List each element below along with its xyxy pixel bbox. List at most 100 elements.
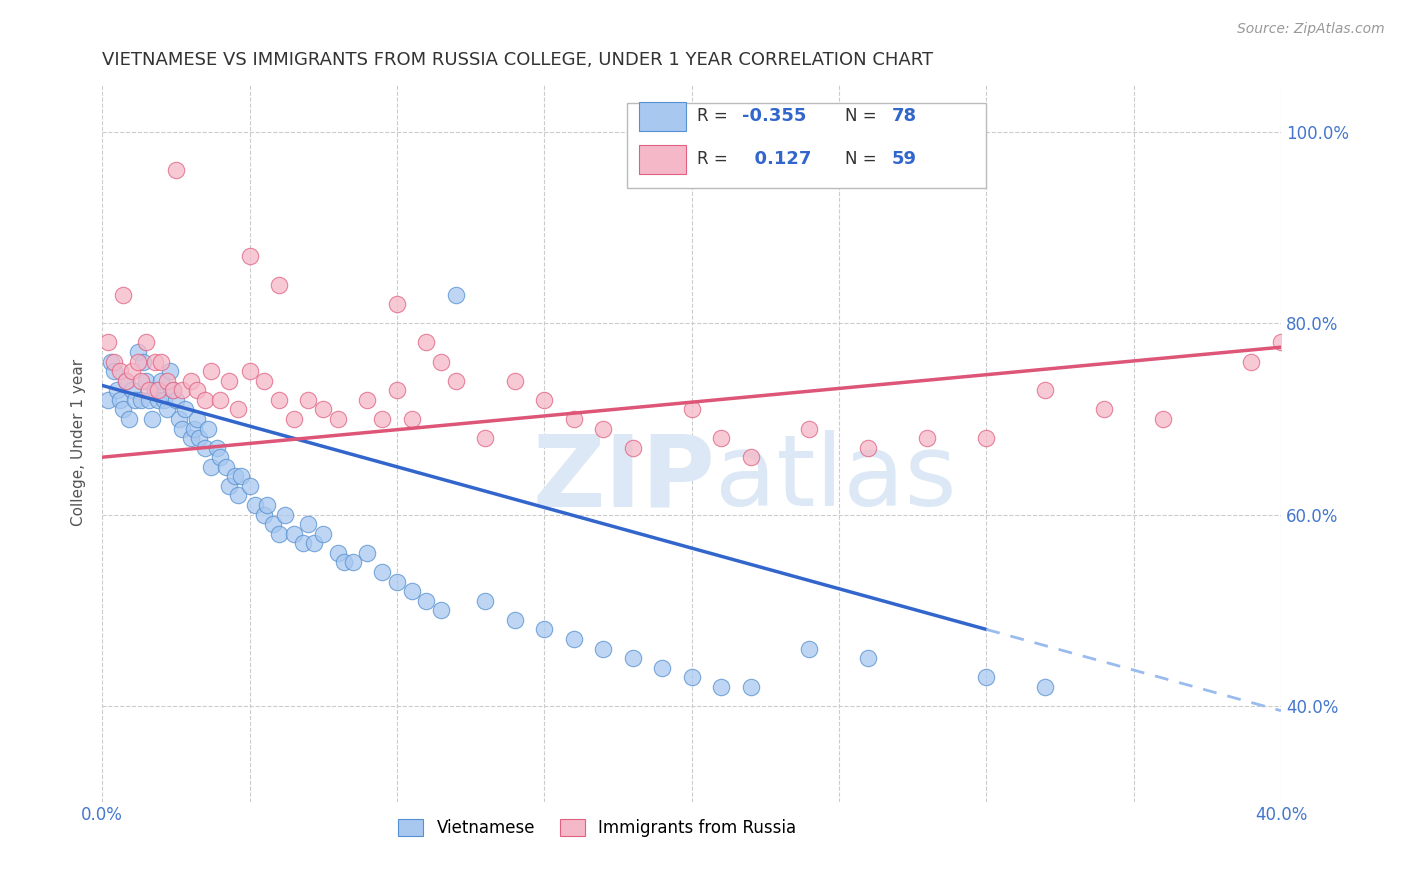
Point [1270, 335, 1292, 350]
Point [1240, 354, 1263, 368]
Point [333, 556, 356, 570]
Point [533, 623, 555, 637]
Point [283, 412, 305, 426]
Point [118, 412, 141, 426]
Text: N =: N = [845, 151, 882, 169]
Text: Source: ZipAtlas.com: Source: ZipAtlas.com [1237, 22, 1385, 37]
Point [256, 498, 278, 512]
Point [253, 508, 276, 522]
Point [267, 526, 290, 541]
Point [114, 374, 136, 388]
FancyBboxPatch shape [627, 103, 986, 188]
Point [129, 374, 152, 388]
Point [111, 287, 134, 301]
Point [304, 536, 326, 550]
Y-axis label: College, Under 1 year: College, Under 1 year [72, 359, 86, 526]
Point [356, 546, 378, 560]
Point [194, 441, 217, 455]
Point [162, 383, 184, 397]
Point [356, 392, 378, 407]
Point [245, 498, 267, 512]
Point [858, 651, 880, 665]
Text: 59: 59 [891, 151, 917, 169]
Point [127, 354, 149, 368]
Point [297, 517, 319, 532]
Point [474, 431, 496, 445]
Point [197, 421, 219, 435]
Text: atlas: atlas [716, 430, 957, 527]
Point [218, 374, 240, 388]
Point [148, 383, 170, 397]
Point [170, 421, 193, 435]
Point [917, 431, 939, 445]
Text: 78: 78 [891, 107, 917, 126]
Point [342, 556, 364, 570]
Point [430, 354, 453, 368]
Point [503, 374, 526, 388]
Point [291, 536, 314, 550]
Point [326, 546, 349, 560]
Text: R =: R = [697, 107, 734, 126]
FancyBboxPatch shape [638, 102, 686, 131]
Point [170, 383, 193, 397]
Point [430, 603, 453, 617]
Point [156, 374, 179, 388]
Point [238, 364, 260, 378]
Point [401, 412, 423, 426]
Point [1092, 402, 1115, 417]
Point [274, 508, 297, 522]
Point [262, 517, 284, 532]
Point [621, 651, 644, 665]
Point [238, 479, 260, 493]
Point [858, 441, 880, 455]
Point [592, 421, 614, 435]
Point [186, 412, 208, 426]
Text: R =: R = [697, 151, 734, 169]
Point [385, 574, 408, 589]
Point [135, 335, 157, 350]
Point [218, 479, 240, 493]
Point [127, 345, 149, 359]
Point [974, 670, 997, 684]
Point [267, 278, 290, 293]
Point [533, 392, 555, 407]
Point [1122, 890, 1144, 892]
Point [1033, 680, 1056, 694]
Point [444, 374, 467, 388]
Point [710, 680, 733, 694]
Point [124, 392, 146, 407]
Point [1033, 383, 1056, 397]
Point [371, 565, 394, 579]
Point [238, 249, 260, 263]
Point [253, 374, 276, 388]
Text: 0.127: 0.127 [742, 151, 811, 169]
Point [114, 374, 136, 388]
Point [205, 441, 228, 455]
Text: VIETNAMESE VS IMMIGRANTS FROM RUSSIA COLLEGE, UNDER 1 YEAR CORRELATION CHART: VIETNAMESE VS IMMIGRANTS FROM RUSSIA COL… [103, 51, 934, 69]
Point [129, 392, 152, 407]
Point [97, 392, 120, 407]
Point [385, 383, 408, 397]
Point [651, 660, 673, 674]
Point [312, 526, 335, 541]
Point [162, 383, 184, 397]
Point [415, 335, 437, 350]
Point [132, 354, 155, 368]
Point [121, 364, 143, 378]
Point [385, 297, 408, 311]
Point [165, 392, 187, 407]
Point [297, 392, 319, 407]
Point [503, 613, 526, 627]
Point [200, 459, 222, 474]
Point [215, 459, 238, 474]
Point [401, 584, 423, 599]
Point [188, 431, 211, 445]
Point [105, 383, 128, 397]
Point [229, 469, 252, 483]
Point [180, 431, 202, 445]
Point [97, 335, 120, 350]
Point [209, 450, 232, 465]
Text: ZIP: ZIP [533, 430, 716, 527]
FancyBboxPatch shape [638, 145, 686, 174]
Point [153, 392, 176, 407]
